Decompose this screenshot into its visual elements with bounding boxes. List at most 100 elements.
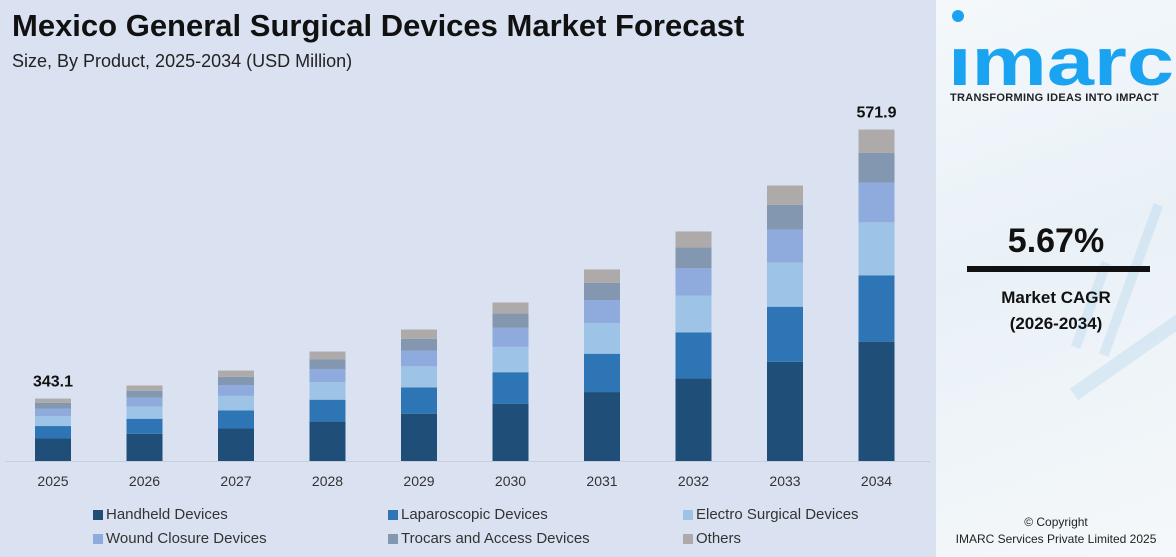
bar-segment-2030-4 — [492, 313, 529, 328]
bar-segment-2032-5 — [675, 231, 712, 248]
bar-segment-2032-0 — [675, 378, 712, 461]
bar-segment-2031-0 — [584, 392, 620, 461]
bar-segment-2025-3 — [35, 408, 71, 417]
bar-segment-2026-2 — [126, 406, 163, 419]
bar-segment-2032-3 — [675, 268, 712, 296]
bar-segment-2027-0 — [218, 428, 254, 461]
bar-segment-2029-5 — [401, 329, 437, 339]
bar-segment-2027-2 — [218, 395, 254, 411]
legend-label: Others — [696, 530, 742, 547]
cagr-label-text: Market CAGR — [1001, 288, 1111, 307]
bar-segment-2034-1 — [858, 275, 895, 342]
bar-segment-2027-3 — [218, 385, 254, 396]
legend-item: Handheld Devices — [93, 506, 388, 523]
bar-segment-2027-4 — [218, 376, 254, 386]
bar-segment-2029-2 — [401, 366, 437, 388]
legend-item: Laparoscopic Devices — [388, 506, 683, 523]
bar-segment-2033-3 — [767, 229, 803, 263]
legend-swatch — [93, 509, 103, 520]
legend-label: Trocars and Access Devices — [401, 530, 590, 547]
copyright: © Copyright IMARC Services Private Limit… — [936, 514, 1176, 548]
bar-segment-2034-0 — [858, 341, 895, 461]
bar-segment-2028-2 — [309, 382, 346, 400]
bar-segment-2026-5 — [126, 385, 163, 391]
legend-label: Wound Closure Devices — [106, 530, 267, 547]
legend: Handheld Devices Laparoscopic Devices Elec… — [93, 506, 913, 547]
bar-segment-2031-5 — [584, 269, 620, 283]
cagr-label: Market CAGR (2026-2034) — [936, 285, 1176, 337]
bar-segment-2030-5 — [492, 302, 529, 314]
bar-segment-2034-2 — [858, 222, 895, 276]
bar-segment-2031-2 — [584, 323, 620, 354]
bar-segment-2028-1 — [309, 399, 346, 422]
bar-segment-2033-5 — [767, 185, 803, 205]
svg-text:ımarc: ımarc — [948, 24, 1174, 90]
bar-segment-2027-1 — [218, 410, 254, 429]
bar-segment-2025-2 — [35, 416, 71, 427]
bar-segment-2034-5 — [858, 129, 895, 153]
imarc-logo: ımarc — [948, 10, 1174, 90]
legend-swatch — [93, 533, 103, 544]
bar-segment-2032-1 — [675, 332, 712, 379]
legend-swatch — [683, 533, 693, 544]
x-tick-label: 2030 — [495, 473, 526, 489]
legend-item: Wound Closure Devices — [93, 530, 388, 547]
x-tick-label: 2031 — [586, 473, 617, 489]
bar-segment-2030-1 — [492, 372, 529, 404]
legend-swatch — [683, 509, 693, 520]
bar-segment-2025-0 — [35, 438, 71, 461]
x-tick-label: 2028 — [312, 473, 343, 489]
cagr-divider — [967, 266, 1150, 272]
bar-segment-2029-1 — [401, 387, 437, 414]
chart-area: Mexico General Surgical Devices Market F… — [5, 8, 930, 547]
copyright-line1: © Copyright — [1024, 515, 1088, 529]
x-tick-label: 2034 — [861, 473, 892, 489]
bar-segment-2027-5 — [218, 370, 254, 377]
cagr-period: (2026-2034) — [1009, 314, 1103, 333]
bar-segment-2032-4 — [675, 247, 712, 269]
legend-item: Electro Surgical Devices — [683, 506, 913, 523]
chart-subtitle: Size, By Product, 2025-2034 (USD Million… — [12, 51, 353, 71]
bar-segment-2032-2 — [675, 295, 712, 333]
bar-segment-2029-0 — [401, 413, 437, 461]
bar-segment-2028-3 — [309, 369, 346, 383]
bar-segment-2033-0 — [767, 361, 803, 461]
bar-segment-2030-0 — [492, 403, 529, 461]
x-tick-label: 2033 — [769, 473, 800, 489]
legend-item: Others — [683, 530, 913, 547]
bar-segment-2033-2 — [767, 262, 803, 307]
bar-segment-2030-3 — [492, 327, 529, 347]
x-tick-label: 2029 — [403, 473, 434, 489]
bar-segment-2025-5 — [35, 398, 71, 403]
bar-segment-2026-1 — [126, 418, 163, 434]
x-tick-label: 2025 — [37, 473, 68, 489]
x-tick-label: 2026 — [129, 473, 160, 489]
copyright-line2: IMARC Services Private Limited 2025 — [955, 532, 1157, 546]
bar-segment-2025-1 — [35, 426, 71, 439]
total-label-2025: 343.1 — [33, 374, 73, 391]
bar-segment-2028-4 — [309, 359, 346, 370]
bar-chart: 2025 343.1 2026 2027 2028 2029 2030 2031 2032 203… — [5, 105, 930, 489]
brand-tagline: TRANSFORMING IDEAS INTO IMPACT — [950, 92, 1160, 104]
chart-title: Mexico General Surgical Devices Market F… — [12, 8, 745, 43]
bar-segment-2025-4 — [35, 402, 71, 409]
bar-segment-2028-5 — [309, 351, 346, 360]
bar-segment-2031-4 — [584, 282, 620, 301]
bar-segment-2031-3 — [584, 300, 620, 324]
bar-segment-2031-1 — [584, 353, 620, 393]
bar-segment-2030-2 — [492, 346, 529, 373]
bar-segment-2026-3 — [126, 397, 163, 407]
bar-segment-2033-1 — [767, 306, 803, 362]
bar-segment-2028-0 — [309, 421, 346, 461]
legend-swatch — [388, 533, 398, 544]
legend-label: Laparoscopic Devices — [401, 506, 548, 523]
legend-label: Handheld Devices — [106, 506, 228, 523]
bar-segment-2033-4 — [767, 204, 803, 230]
legend-swatch — [388, 509, 398, 520]
bar-segment-2026-0 — [126, 433, 163, 461]
total-label-2034: 571.9 — [856, 105, 896, 122]
bar-segment-2034-4 — [858, 152, 895, 183]
x-tick-label: 2032 — [678, 473, 709, 489]
cagr-value: 5.67% — [1007, 222, 1105, 260]
bar-segment-2029-4 — [401, 338, 437, 351]
